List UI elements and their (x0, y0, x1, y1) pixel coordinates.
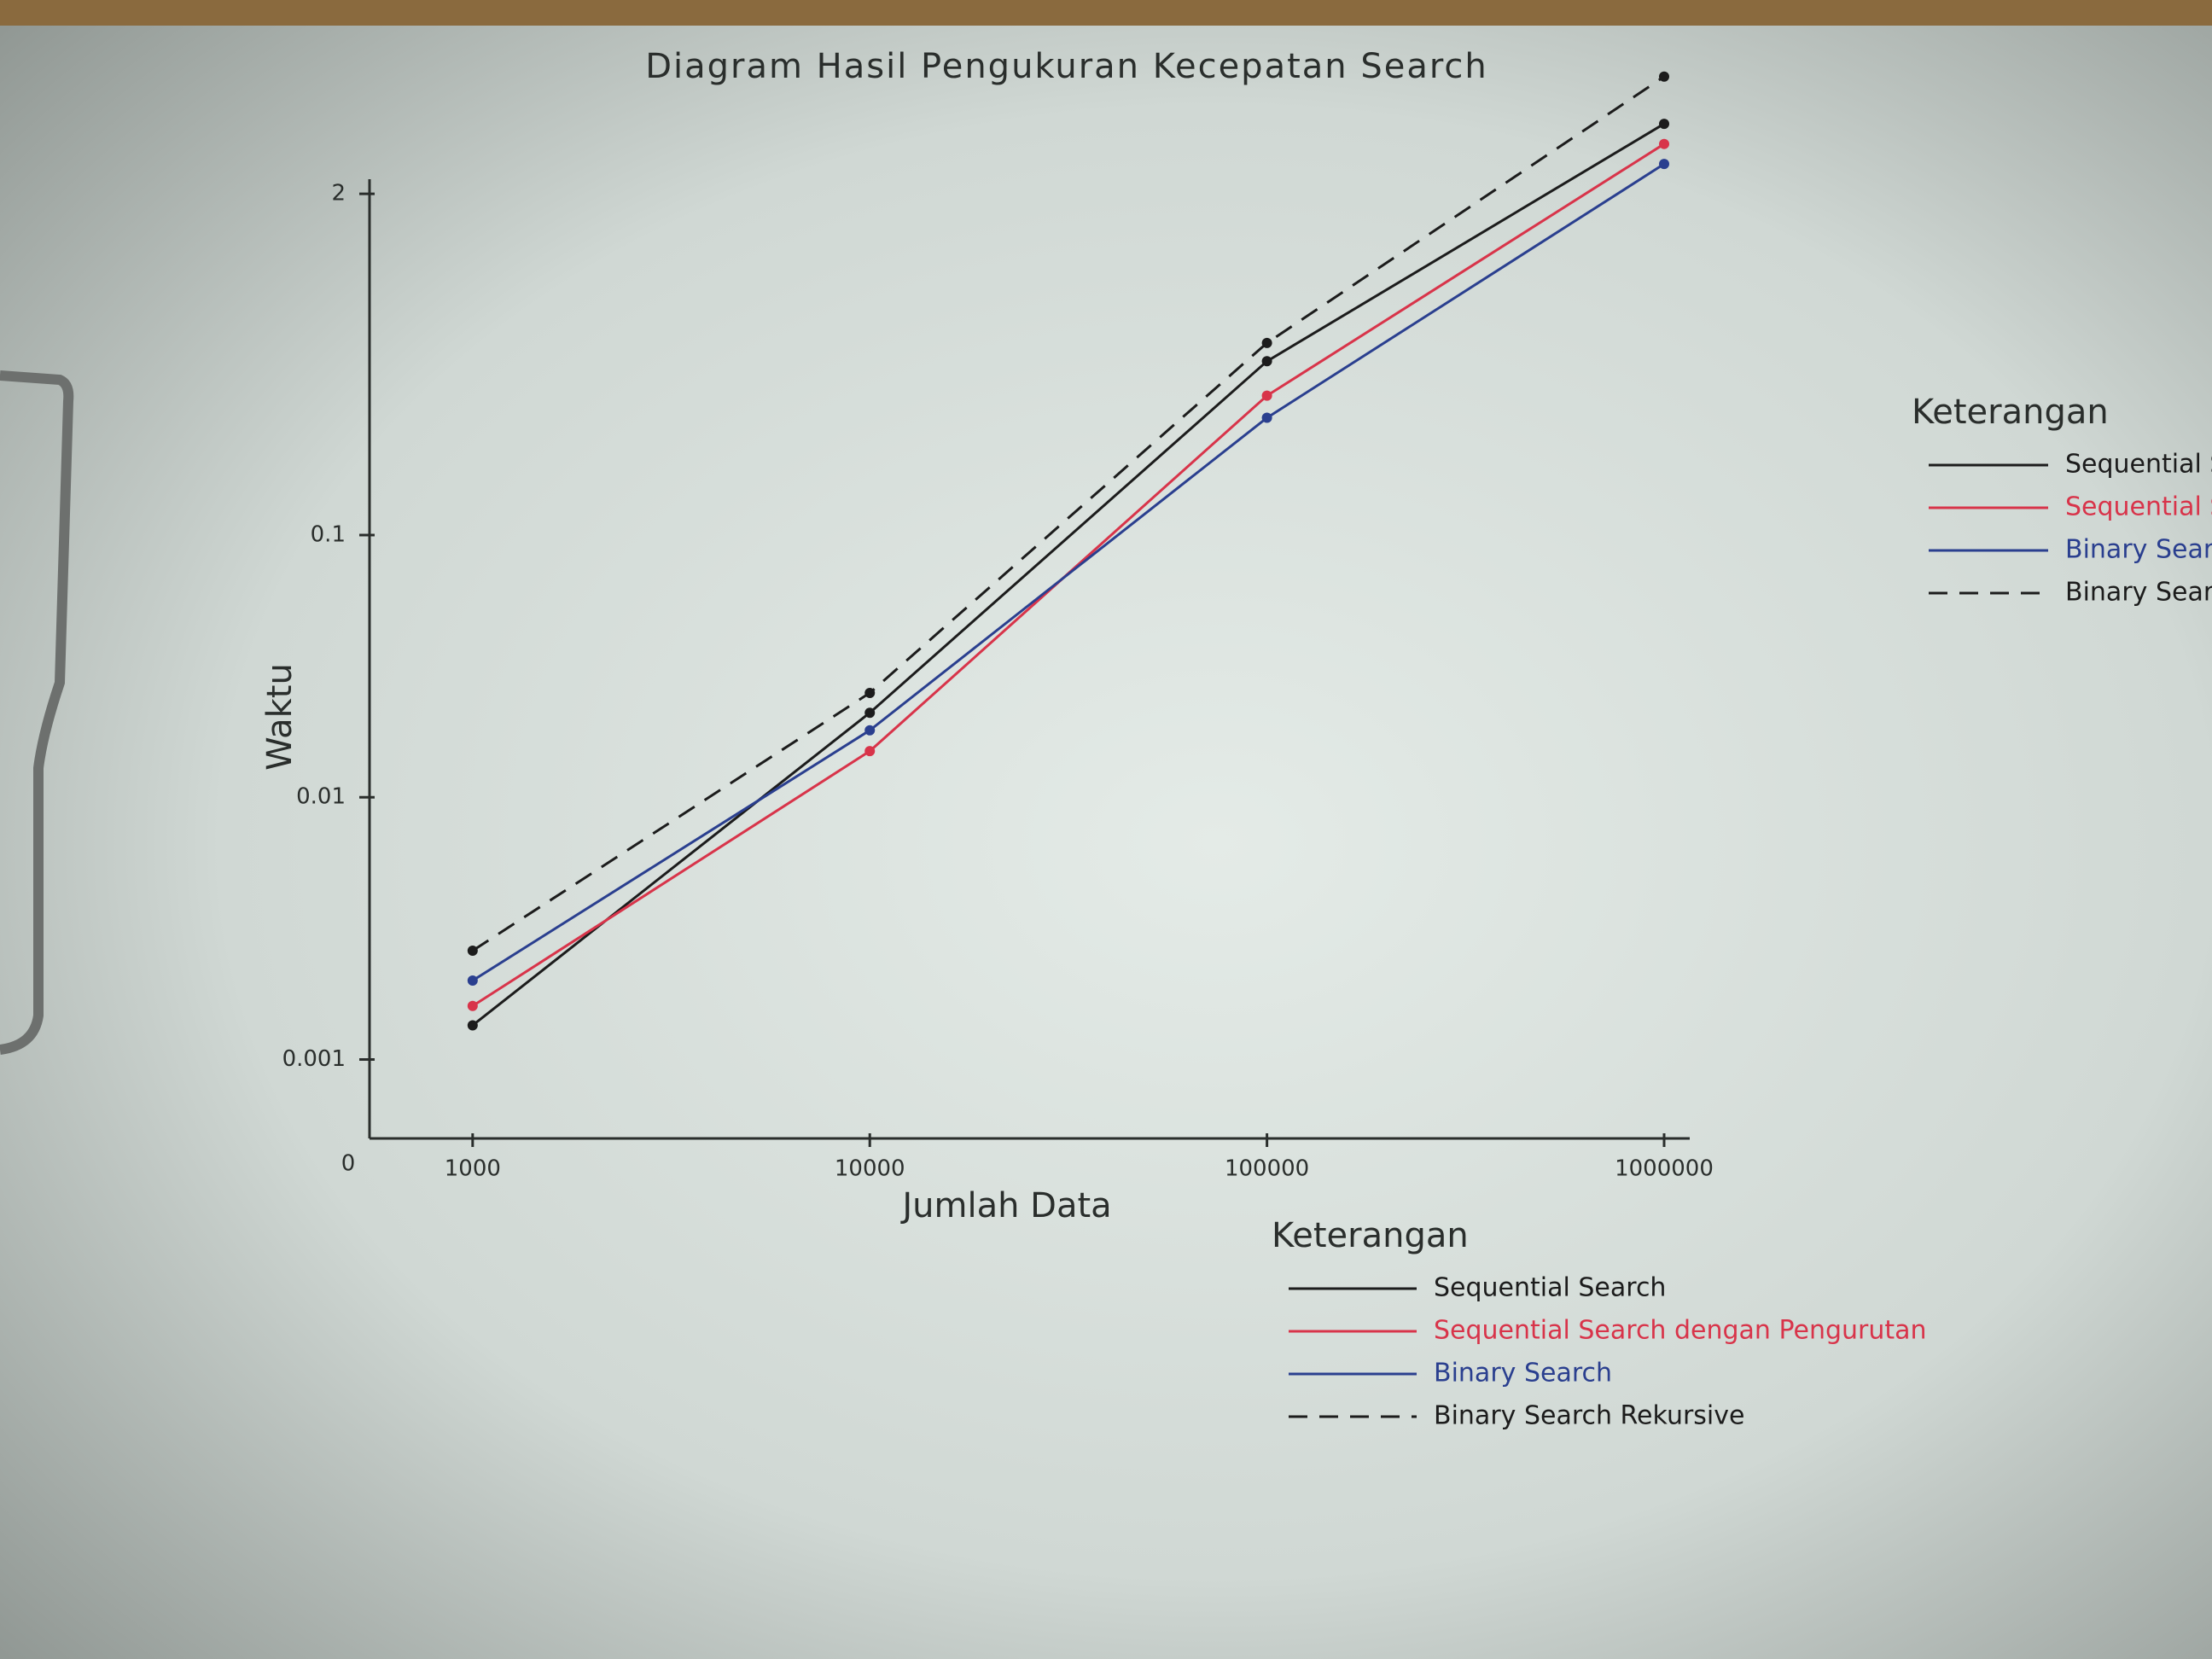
y-axis-label: Waktu (260, 663, 300, 771)
y-tick-label: 0.001 (282, 1046, 346, 1072)
x-tick-label: 1000000 (1615, 1156, 1714, 1182)
binder-clip (0, 370, 74, 1055)
paper (0, 26, 2212, 1659)
y-tick-label: 0.01 (296, 784, 346, 810)
chart-title: Diagram Hasil Pengukuran Kecepatan Searc… (645, 47, 1488, 86)
y-tick-label: 2 (331, 181, 346, 207)
legend-label: Binary Search (2065, 535, 2212, 565)
series-line (471, 122, 1665, 1027)
data-point (864, 725, 876, 736)
x-axis-label: Jumlah Data (899, 1186, 1111, 1225)
data-point (864, 687, 876, 698)
legend-label: Sequential Search (2065, 450, 2212, 480)
legend-label: Sequential Search dengan Pengurutan (2065, 492, 2212, 522)
y-tick-label: 0.1 (311, 521, 346, 547)
legend-title: Keterangan (1272, 1216, 1469, 1255)
data-point (1659, 71, 1670, 82)
data-point (1261, 356, 1272, 367)
origin-label: 0 (341, 1151, 356, 1177)
data-point (467, 1020, 478, 1031)
data-point (1261, 337, 1272, 348)
legend-label: Sequential Search (1434, 1273, 1666, 1303)
data-point (1659, 159, 1670, 170)
legend-title: Keterangan (1912, 393, 2109, 432)
series-line (472, 75, 1665, 952)
data-point (1261, 412, 1272, 423)
x-tick-label: 10000 (835, 1156, 905, 1182)
data-point (467, 975, 478, 987)
data-point (1659, 119, 1670, 130)
series-line (472, 162, 1665, 982)
legend-label: Binary Search Rekursive (1434, 1401, 1744, 1431)
x-tick-label: 1000 (445, 1156, 501, 1182)
data-point (864, 746, 876, 757)
data-point (1659, 138, 1670, 149)
data-point (1261, 390, 1272, 401)
legend-label: Binary Search Rekursive (2065, 578, 2212, 608)
data-point (467, 1000, 478, 1011)
legend-label: Binary Search (1434, 1359, 1612, 1388)
data-point (864, 707, 876, 719)
x-tick-label: 100000 (1225, 1156, 1309, 1182)
data-point (467, 945, 478, 956)
legend-label: Sequential Search dengan Pengurutan (1434, 1316, 1927, 1346)
